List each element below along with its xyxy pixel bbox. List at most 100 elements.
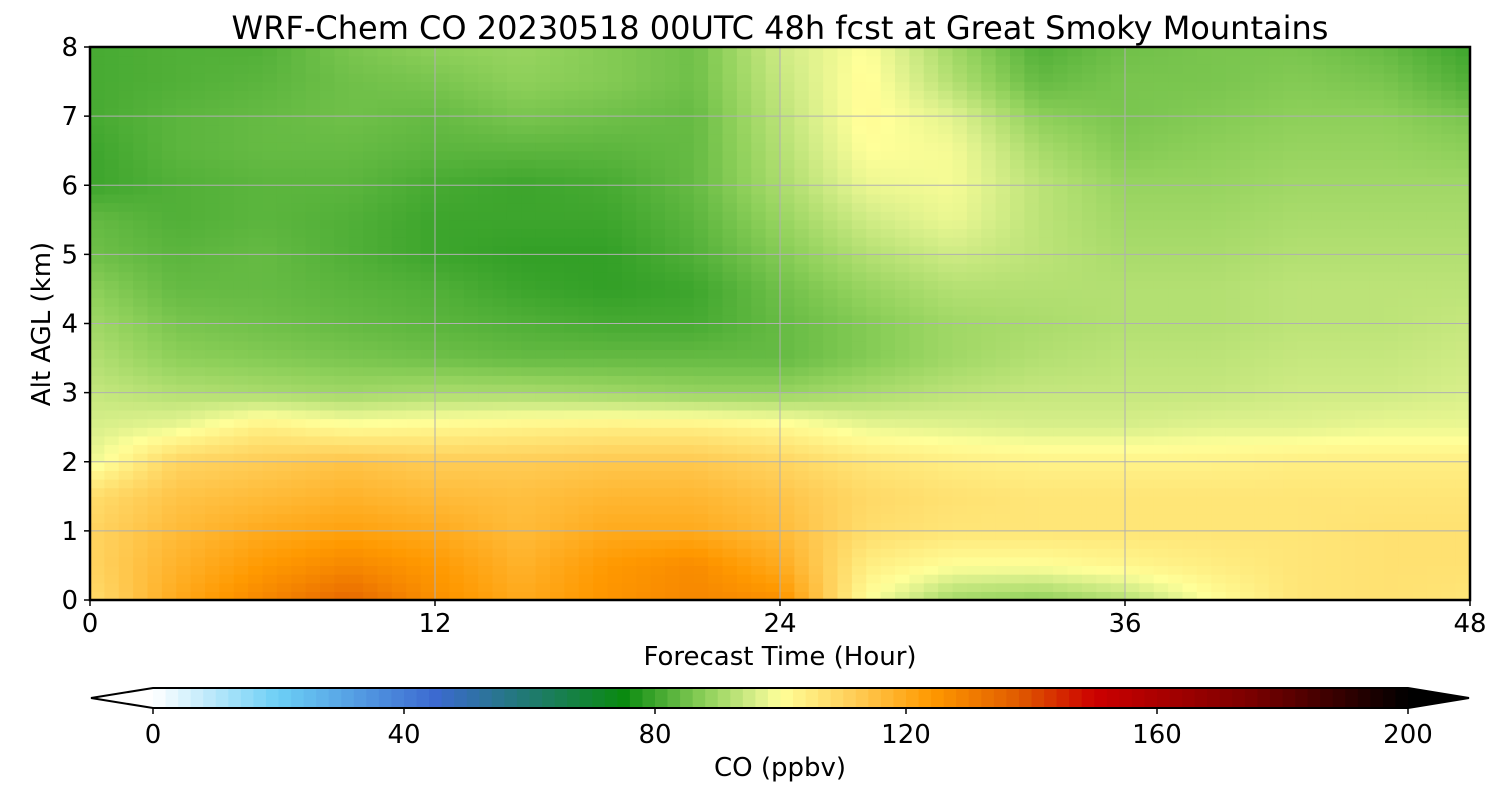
- heatmap-cell: [1268, 582, 1284, 592]
- heatmap-cell: [1096, 504, 1112, 515]
- heatmap-cell: [1081, 211, 1097, 221]
- heatmap-cell: [233, 383, 249, 394]
- heatmap-cell: [751, 427, 767, 437]
- heatmap-cell: [722, 539, 738, 549]
- heatmap-cell: [1010, 530, 1025, 541]
- heatmap-cell: [248, 185, 264, 195]
- heatmap-cell: [866, 496, 882, 506]
- heatmap-cell: [219, 479, 235, 489]
- heatmap-cell: [391, 418, 407, 428]
- heatmap-cell: [679, 176, 695, 186]
- heatmap-cell: [1196, 219, 1212, 230]
- heatmap-cell: [248, 271, 264, 281]
- heatmap-cell: [1153, 263, 1169, 273]
- heatmap-cell: [377, 375, 393, 385]
- heatmap-cell: [1268, 409, 1284, 420]
- heatmap-cell: [205, 271, 220, 281]
- heatmap-cell: [1182, 271, 1198, 281]
- heatmap-cell: [1283, 444, 1299, 454]
- heatmap-cell: [1426, 340, 1442, 351]
- heatmap-cell: [1196, 392, 1212, 402]
- heatmap-cell: [938, 530, 954, 541]
- heatmap-cell: [1283, 539, 1299, 549]
- heatmap-cell: [161, 358, 177, 368]
- heatmap-cell: [334, 202, 350, 212]
- heatmap-cell: [564, 513, 580, 523]
- heatmap-cell: [1038, 375, 1054, 385]
- heatmap-cell: [607, 530, 623, 541]
- heatmap-cell: [348, 340, 364, 351]
- heatmap-cell: [90, 263, 105, 273]
- heatmap-cell: [377, 159, 393, 169]
- heatmap-cell: [1297, 263, 1313, 273]
- heatmap-cell: [1196, 427, 1212, 437]
- heatmap-cell: [1383, 427, 1399, 437]
- heatmap-cell: [995, 548, 1011, 558]
- heatmap-cell: [1398, 444, 1414, 454]
- heatmap-cell: [1024, 219, 1040, 230]
- heatmap-cell: [334, 176, 350, 186]
- heatmap-cell: [463, 271, 479, 281]
- heatmap-cell: [808, 513, 824, 523]
- heatmap-cell: [320, 297, 335, 307]
- heatmap-cell: [463, 487, 479, 497]
- heatmap-cell: [1311, 349, 1327, 359]
- heatmap-cell: [851, 219, 867, 230]
- heatmap-cell: [1125, 237, 1140, 247]
- heatmap-cell: [147, 574, 163, 584]
- heatmap-cell: [722, 444, 738, 454]
- heatmap-cell: [420, 185, 436, 195]
- heatmap-cell: [1182, 487, 1198, 497]
- heatmap-cell: [1268, 254, 1284, 264]
- heatmap-cell: [1268, 228, 1284, 238]
- heatmap-cell: [1081, 280, 1097, 290]
- heatmap-cell: [765, 358, 781, 368]
- heatmap-cell: [1240, 418, 1255, 428]
- heatmap-cell: [966, 185, 982, 195]
- heatmap-cell: [1398, 254, 1414, 264]
- heatmap-cell: [1168, 288, 1184, 299]
- heatmap-cell: [1426, 479, 1442, 489]
- heatmap-cell: [1225, 185, 1241, 195]
- heatmap-cell: [176, 548, 192, 558]
- heatmap-cell: [449, 237, 465, 247]
- heatmap-cell: [1096, 479, 1112, 489]
- heatmap-cell: [262, 530, 278, 541]
- heatmap-cell: [736, 340, 752, 351]
- heatmap-cell: [1383, 548, 1399, 558]
- heatmap-cell: [104, 254, 120, 264]
- heatmap-cell: [147, 340, 163, 351]
- heatmap-cell: [521, 332, 537, 342]
- heatmap-cell: [1455, 159, 1470, 169]
- heatmap-cell: [1225, 280, 1241, 290]
- heatmap-cell: [133, 375, 149, 385]
- heatmap-cell: [1355, 332, 1370, 342]
- heatmap-cell: [1254, 349, 1270, 359]
- heatmap-cell: [1355, 202, 1370, 212]
- heatmap-cell: [808, 159, 824, 169]
- heatmap-cell: [1067, 159, 1083, 169]
- heatmap-cell: [938, 383, 954, 394]
- heatmap-cell: [808, 314, 824, 325]
- heatmap-cell: [463, 254, 479, 264]
- heatmap-cell: [391, 332, 407, 342]
- heatmap-cell: [780, 254, 795, 264]
- heatmap-cell: [147, 392, 163, 402]
- heatmap-cell: [435, 288, 450, 299]
- heatmap-cell: [291, 150, 307, 160]
- heatmap-cell: [1038, 539, 1054, 549]
- heatmap-cell: [1297, 470, 1313, 480]
- heatmap-cell: [1153, 159, 1169, 169]
- heatmap-cell: [1383, 332, 1399, 342]
- heatmap-cell: [1182, 574, 1198, 584]
- heatmap-cell: [205, 548, 220, 558]
- heatmap-cell: [305, 185, 321, 195]
- heatmap-cell: [305, 582, 321, 592]
- heatmap-cell: [320, 548, 335, 558]
- heatmap-cell: [1067, 202, 1083, 212]
- heatmap-cell: [1297, 487, 1313, 497]
- heatmap-cell: [391, 513, 407, 523]
- heatmap-cell: [736, 444, 752, 454]
- heatmap-cell: [118, 513, 134, 523]
- heatmap-cell: [377, 211, 393, 221]
